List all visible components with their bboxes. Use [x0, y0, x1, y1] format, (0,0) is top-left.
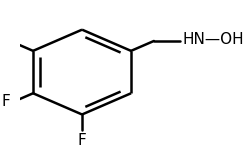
Text: F: F	[1, 94, 10, 109]
Text: F: F	[78, 133, 86, 148]
Text: HN—OH: HN—OH	[182, 32, 244, 47]
